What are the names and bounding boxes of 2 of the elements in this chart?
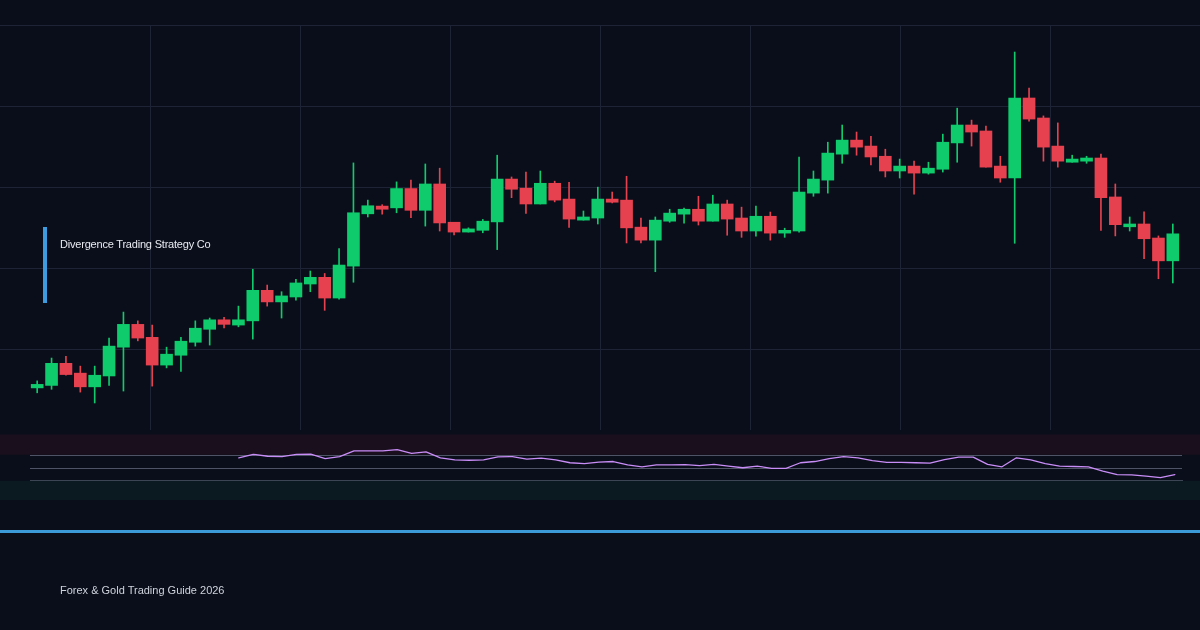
text: Forex & Gold Trading Guide 2026 <box>60 584 225 596</box>
text: Divergence Trading Strategy Co <box>60 238 211 250</box>
